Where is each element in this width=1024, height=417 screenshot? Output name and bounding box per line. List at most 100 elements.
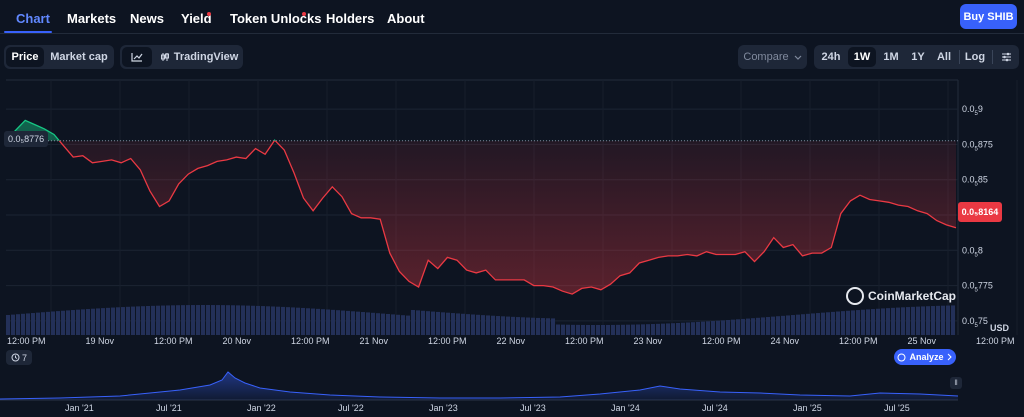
- y-tick-label: 0.05775: [962, 281, 993, 294]
- volume-bar: [316, 308, 320, 335]
- tab-holders[interactable]: Holders: [326, 11, 375, 26]
- analyze-button[interactable]: Analyze: [894, 349, 956, 365]
- nav-tick-label: Jan '21: [65, 403, 94, 413]
- volume-bar: [386, 313, 390, 335]
- volume-bar: [16, 314, 20, 335]
- navigator-x-axis: Jan '21 Jul '21 Jan '22 Jul '22 Jan '23 Jul '…: [65, 403, 910, 413]
- volume-bar: [726, 319, 730, 335]
- volume-bar: [231, 305, 235, 335]
- nav-tick-label: Jul '24: [702, 403, 728, 413]
- volume-bar: [861, 309, 865, 335]
- volume-bar: [626, 324, 630, 335]
- navigator-area: [0, 372, 958, 400]
- market-cap-toggle[interactable]: Market cap: [50, 51, 108, 63]
- volume-bar: [511, 316, 515, 335]
- volume-bar: [526, 317, 530, 335]
- volume-bar: [176, 305, 180, 335]
- volume-bar: [666, 323, 670, 335]
- volume-bar: [876, 308, 880, 335]
- x-tick-label: 12:00 PM: [291, 336, 330, 346]
- volume-bar: [936, 305, 940, 335]
- range-all[interactable]: All: [936, 51, 952, 63]
- volume-bar: [306, 308, 310, 335]
- price-toggle[interactable]: Price: [6, 47, 44, 67]
- volume-bar: [61, 310, 65, 335]
- tab-about[interactable]: About: [387, 11, 425, 26]
- tab-token-unlocks[interactable]: Token Unlocks: [230, 11, 322, 26]
- volume-bar: [281, 306, 285, 335]
- volume-bar: [746, 318, 750, 335]
- volume-bar: [416, 310, 420, 335]
- current-price-label: 0.0₅8164: [958, 202, 1002, 222]
- x-tick-label: 22 Nov: [497, 336, 526, 346]
- chart-settings-button[interactable]: [996, 47, 1016, 67]
- volume-bar: [71, 310, 75, 335]
- volume-bar: [926, 306, 930, 335]
- volume-bar: [761, 317, 765, 335]
- tab-yield[interactable]: Yield: [181, 11, 212, 26]
- log-toggle[interactable]: Log: [964, 51, 986, 63]
- x-tick-label: 21 Nov: [360, 336, 389, 346]
- volume-bar: [11, 314, 15, 335]
- volume-bar: [131, 306, 135, 335]
- volume-bar: [396, 314, 400, 335]
- range-1y[interactable]: 1Y: [911, 51, 925, 63]
- history-icon: [11, 353, 20, 362]
- below-baseline-area: [59, 140, 956, 295]
- range-1w[interactable]: 1W: [848, 47, 876, 67]
- volume-bar: [951, 305, 955, 335]
- volume-bar: [151, 305, 155, 335]
- volume-bar: [816, 313, 820, 335]
- volume-bar: [671, 323, 675, 335]
- volume-bar: [581, 324, 585, 335]
- volume-bar: [106, 307, 110, 335]
- volume-bar: [331, 309, 335, 335]
- tab-markets[interactable]: Markets: [67, 11, 117, 26]
- x-tick-label: 12:00 PM: [976, 336, 1015, 346]
- volume-bar: [631, 324, 635, 335]
- volume-bar: [266, 306, 270, 335]
- volume-bar: [896, 307, 900, 335]
- top-nav: Chart Markets News Yield Token Unlocks H…: [0, 0, 1024, 34]
- history-badge[interactable]: 7: [6, 350, 32, 365]
- volume-bar: [261, 306, 265, 335]
- volume-bar: [691, 322, 695, 335]
- volume-bar: [616, 324, 620, 335]
- volume-bar: [611, 324, 615, 335]
- nav-tick-label: Jan '25: [793, 403, 822, 413]
- volume-bar: [181, 305, 185, 335]
- tradingview-button[interactable]: TradingView: [158, 47, 240, 67]
- volume-bar: [506, 316, 510, 335]
- compare-dropdown[interactable]: Compare: [738, 45, 807, 69]
- volume-bar: [411, 309, 415, 335]
- volume-bars: [6, 305, 955, 335]
- volume-bar: [446, 312, 450, 335]
- volume-bar: [211, 305, 215, 335]
- pause-icon[interactable]: ll: [950, 377, 962, 389]
- volume-bar: [541, 318, 545, 335]
- range-24h[interactable]: 24h: [821, 51, 841, 63]
- buy-button[interactable]: Buy SHIB: [960, 4, 1017, 29]
- volume-bar: [821, 312, 825, 335]
- volume-bar: [881, 308, 885, 335]
- volume-bar: [521, 317, 525, 335]
- y-tick-label: 0.058: [962, 245, 983, 258]
- tab-news[interactable]: News: [130, 11, 164, 26]
- volume-bar: [256, 305, 260, 335]
- volume-bar: [871, 309, 875, 335]
- volume-bar: [676, 322, 680, 335]
- volume-bar: [221, 305, 225, 335]
- volume-bar: [571, 324, 575, 335]
- volume-bar: [126, 306, 130, 335]
- range-navigator[interactable]: [0, 370, 959, 401]
- nav-tick-label: Jul '23: [520, 403, 546, 413]
- volume-bar: [641, 324, 645, 335]
- history-count: 7: [21, 352, 27, 363]
- compare-label: Compare: [743, 51, 789, 63]
- volume-bar: [681, 322, 685, 335]
- line-chart-button[interactable]: [122, 47, 152, 67]
- range-1m[interactable]: 1M: [883, 51, 899, 63]
- tab-chart[interactable]: Chart: [16, 11, 50, 26]
- volume-bar: [781, 315, 785, 335]
